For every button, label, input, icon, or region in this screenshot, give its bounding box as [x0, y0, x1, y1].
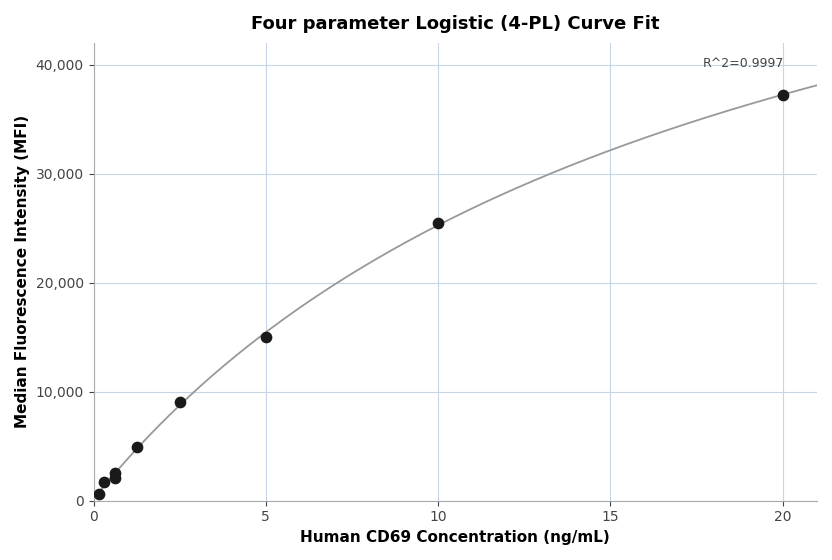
- Point: [92, 489, 106, 498]
- Point: [130, 443, 143, 452]
- Point: [173, 397, 186, 406]
- Text: R^2=0.9997: R^2=0.9997: [703, 57, 785, 69]
- X-axis label: Human CD69 Concentration (ng/mL): Human CD69 Concentration (ng/mL): [300, 530, 610, 545]
- Point: [431, 218, 444, 227]
- Title: Four parameter Logistic (4-PL) Curve Fit: Four parameter Logistic (4-PL) Curve Fit: [251, 15, 660, 33]
- Point: [259, 333, 272, 342]
- Point: [97, 478, 111, 487]
- Point: [776, 91, 790, 100]
- Point: [108, 473, 121, 482]
- Y-axis label: Median Fluorescence Intensity (MFI): Median Fluorescence Intensity (MFI): [15, 115, 30, 428]
- Point: [108, 469, 121, 478]
